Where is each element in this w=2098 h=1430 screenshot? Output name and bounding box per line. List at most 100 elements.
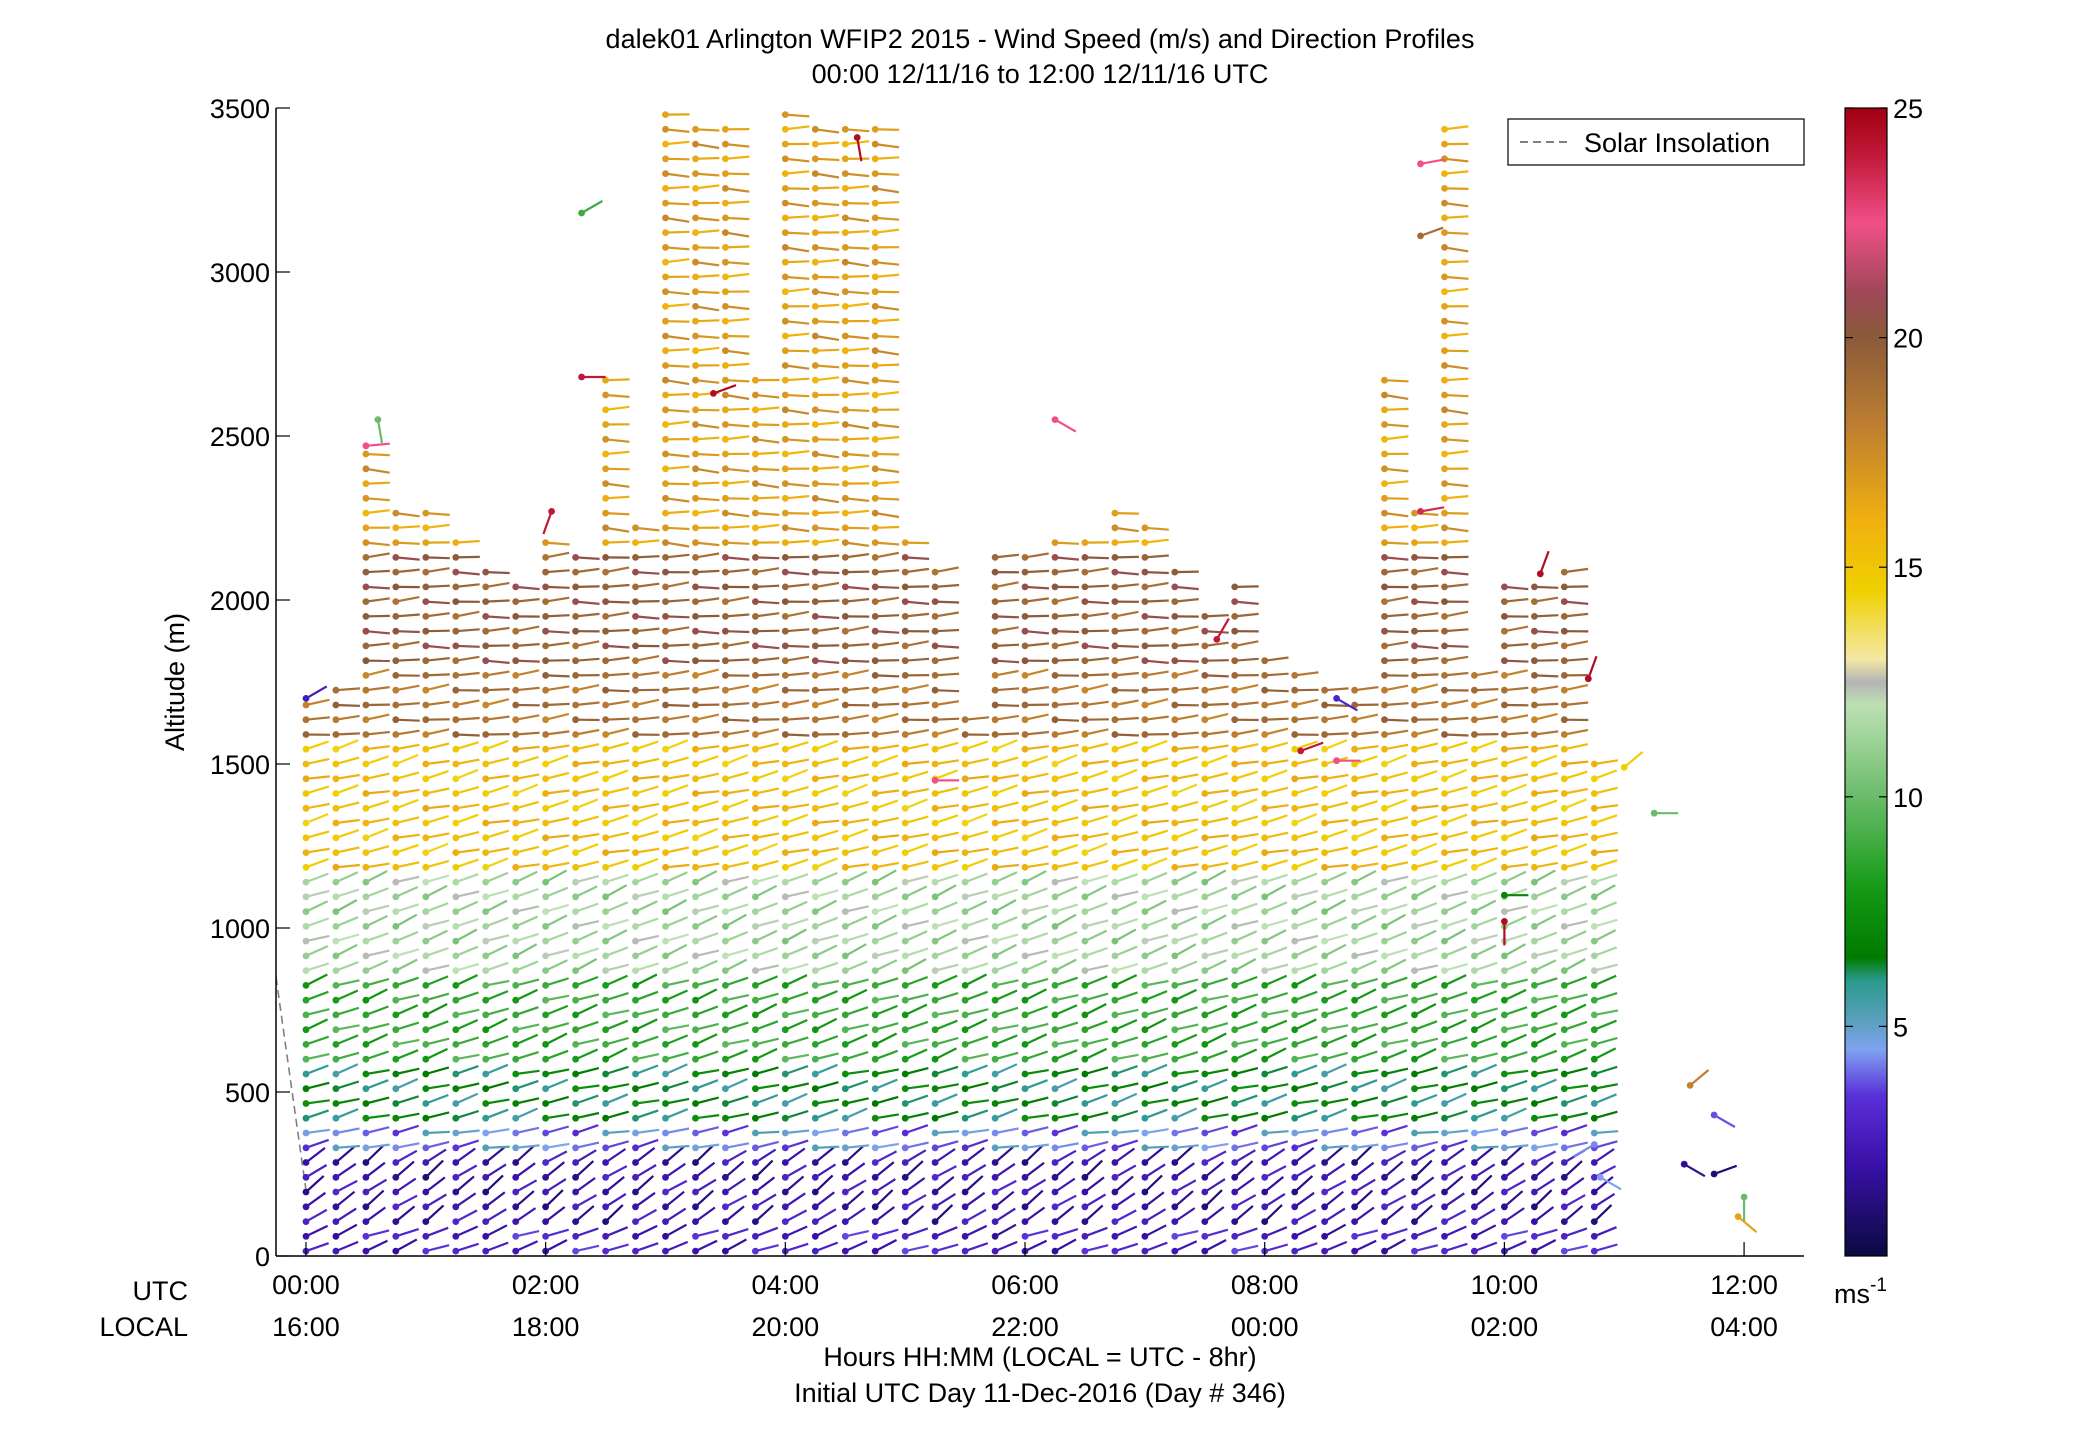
profile-barb-stick (456, 735, 480, 736)
scattered-barb-dot (363, 442, 370, 449)
profile-barb-dot (722, 303, 729, 310)
profile-barb-dot (1231, 953, 1238, 960)
profile-barb-dot (1112, 982, 1119, 989)
profile-barb-dot (692, 495, 699, 502)
profile-barb-dot (962, 982, 969, 989)
profile-barb-dot (363, 524, 370, 531)
profile-barb-dot (812, 672, 819, 679)
profile-barb-dot (572, 879, 579, 886)
profile-barb-dot (902, 1071, 909, 1078)
profile-barb-dot (1411, 1026, 1418, 1033)
profile-barb-stick (875, 365, 899, 366)
profile-barb-dot (902, 879, 909, 886)
profile-barb-dot (992, 1056, 999, 1063)
profile-barb-dot (512, 613, 519, 620)
profile-barb-dot (392, 879, 399, 886)
profile-barb-stick (696, 320, 720, 321)
profile-barb-dot (722, 1144, 729, 1151)
profile-barb-dot (1082, 1085, 1089, 1092)
scattered-barb-dot (1417, 508, 1424, 515)
profile-barb-dot (452, 1218, 459, 1225)
profile-barb-dot (1501, 1159, 1508, 1166)
profile-barb-dot (452, 953, 459, 960)
profile-barb-stick (875, 157, 899, 159)
profile-barb-dot (1112, 923, 1119, 930)
profile-barb-dot (692, 1218, 699, 1225)
profile-barb-dot (692, 716, 699, 723)
profile-barb-dot (1052, 1115, 1059, 1122)
profile-barb-dot (1231, 967, 1238, 974)
profile-barb-dot (812, 805, 819, 812)
profile-barb-dot (842, 702, 849, 709)
profile-barb-dot (1471, 1130, 1478, 1137)
profile-barb-stick (1564, 586, 1588, 587)
profile-barb-dot (1261, 657, 1268, 664)
profile-barb-dot (1321, 1026, 1328, 1033)
profile-barb-dot (1261, 746, 1268, 753)
profile-barb-dot (452, 1189, 459, 1196)
profile-barb-dot (1261, 1026, 1268, 1033)
profile-barb-dot (602, 406, 609, 413)
profile-barb-dot (1441, 465, 1448, 472)
profile-barb-dot (782, 953, 789, 960)
profile-barb-stick (1415, 586, 1439, 587)
profile-barb-stick (845, 572, 869, 573)
profile-barb-dot (722, 333, 729, 340)
profile-barb-dot (632, 997, 639, 1004)
profile-barb-dot (1561, 1218, 1568, 1225)
profile-barb-dot (812, 200, 819, 207)
profile-barb-dot (1171, 1041, 1178, 1048)
profile-barb-dot (662, 1233, 669, 1240)
colorbar-tick-label: 25 (1893, 94, 1923, 124)
profile-barb-dot (1531, 1189, 1538, 1196)
profile-barb-stick (1445, 557, 1469, 558)
profile-barb-dot (1022, 1085, 1029, 1092)
profile-barb-dot (722, 185, 729, 192)
profile-barb-dot (1501, 628, 1508, 635)
profile-barb-dot (1531, 982, 1538, 989)
profile-barb-dot (1561, 879, 1568, 886)
profile-barb-dot (1321, 1041, 1328, 1048)
profile-barb-dot (1171, 1233, 1178, 1240)
profile-barb-dot (872, 185, 879, 192)
profile-barb-dot (602, 687, 609, 694)
profile-barb-dot (752, 406, 759, 413)
profile-barb-dot (632, 1159, 639, 1166)
x-axis-label-2: Initial UTC Day 11-Dec-2016 (Day # 346) (794, 1378, 1286, 1408)
profile-barb-dot (1052, 805, 1059, 812)
profile-barb-dot (1231, 1248, 1238, 1255)
profile-barb-dot (452, 702, 459, 709)
profile-barb-stick (606, 497, 630, 499)
profile-barb-dot (512, 1056, 519, 1063)
profile-barb-dot (1411, 938, 1418, 945)
profile-barb-dot (1501, 761, 1508, 768)
profile-barb-dot (392, 1218, 399, 1225)
profile-barb-dot (1351, 1085, 1358, 1092)
profile-barb-dot (1201, 628, 1208, 635)
profile-barb-dot (363, 982, 370, 989)
profile-barb-dot (512, 1130, 519, 1137)
profile-barb-dot (482, 598, 489, 605)
profile-barb-dot (632, 1130, 639, 1137)
profile-barb-dot (1142, 1026, 1149, 1033)
profile-barb-dot (1351, 1218, 1358, 1225)
profile-barb-dot (872, 1085, 879, 1092)
profile-barb-dot (662, 864, 669, 871)
profile-barb-stick (366, 571, 390, 572)
profile-barb-dot (1201, 1174, 1208, 1181)
profile-barb-dot (662, 1071, 669, 1078)
profile-barb-dot (482, 790, 489, 797)
profile-barb-dot (752, 628, 759, 635)
profile-barb-dot (572, 598, 579, 605)
profile-barb-dot (602, 436, 609, 443)
profile-barb-dot (692, 864, 699, 871)
profile-barb-dot (1381, 834, 1388, 841)
profile-barb-dot (872, 1189, 879, 1196)
profile-barb-dot (1261, 1115, 1268, 1122)
profile-barb-dot (842, 982, 849, 989)
profile-barb-dot (1441, 274, 1448, 281)
profile-barb-dot (1142, 967, 1149, 974)
x-tick-label-local: 18:00 (512, 1312, 580, 1342)
profile-barb-dot (722, 259, 729, 266)
profile-barb-dot (1441, 392, 1448, 399)
